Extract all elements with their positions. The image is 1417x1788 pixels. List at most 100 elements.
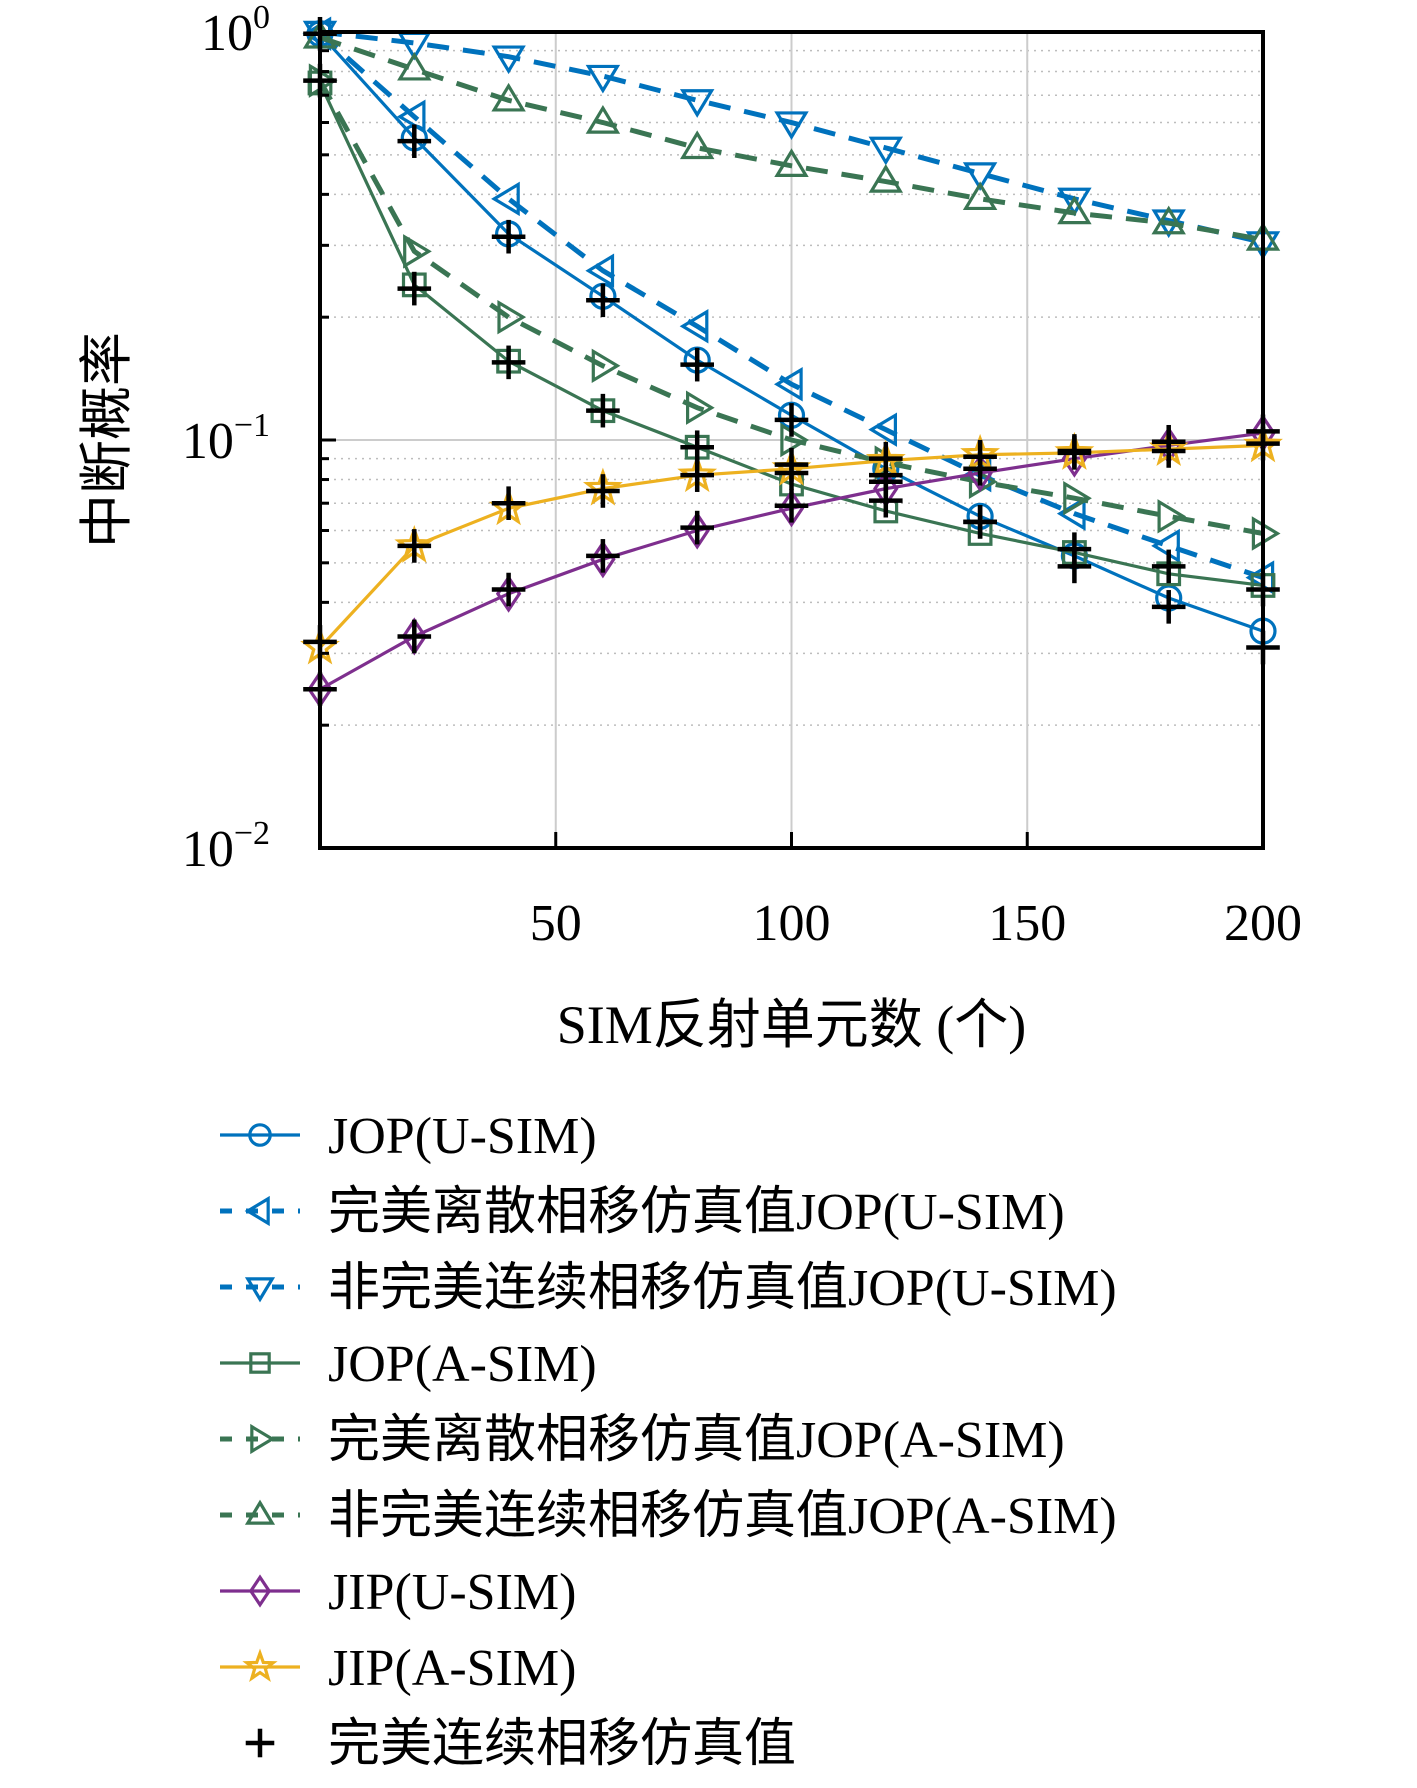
series-line bbox=[319, 29, 1264, 245]
y-axis-label: 中断概率 bbox=[77, 332, 137, 548]
data-point bbox=[396, 99, 426, 134]
x-tick-label: 100 bbox=[753, 895, 831, 952]
legend-label: JOP(A-SIM) bbox=[328, 1336, 597, 1393]
legend-item: JIP(U-SIM) bbox=[220, 1564, 576, 1621]
data-point bbox=[968, 464, 998, 499]
data-point-perfect-continuous bbox=[586, 474, 620, 508]
grid bbox=[320, 32, 1263, 848]
y-tick-label: 10−1 bbox=[182, 407, 270, 470]
legend-marker-diamond-icon bbox=[248, 1574, 272, 1608]
legend-item: JOP(A-SIM) bbox=[220, 1336, 597, 1393]
legend-marker-triangle-up-icon bbox=[244, 1499, 276, 1525]
legend: JOP(U-SIM) 完美离散相移仿真值JOP(U-SIM) 非完美连续相移仿真值J… bbox=[220, 1108, 1117, 1773]
data-point bbox=[585, 253, 615, 288]
data-point bbox=[1057, 187, 1092, 217]
legend-label: 完美离散相移仿真值JOP(A-SIM) bbox=[328, 1412, 1065, 1469]
data-point bbox=[1063, 480, 1092, 516]
data-point bbox=[679, 309, 709, 344]
data-point bbox=[403, 234, 432, 269]
data-point-perfect-continuous bbox=[397, 619, 432, 654]
data-point bbox=[685, 390, 715, 425]
legend-label: 完美连续相移仿真值 bbox=[328, 1716, 796, 1773]
legend-marker-triangle-right-icon bbox=[250, 1423, 276, 1455]
data-point bbox=[397, 51, 432, 81]
data-point bbox=[679, 89, 715, 118]
data-point bbox=[1251, 516, 1281, 551]
data-point-perfect-continuous bbox=[586, 393, 620, 428]
data-point-perfect-continuous bbox=[963, 439, 997, 474]
legend-label: 完美离散相移仿真值JOP(U-SIM) bbox=[328, 1184, 1065, 1241]
data-point bbox=[962, 181, 998, 211]
legend-label: JIP(A-SIM) bbox=[328, 1640, 576, 1697]
legend-item: 非完美连续相移仿真值JOP(U-SIM) bbox=[220, 1260, 1117, 1317]
data-point-perfect-continuous bbox=[774, 403, 809, 437]
data-point-perfect-continuous bbox=[491, 572, 526, 607]
data-point-perfect-continuous bbox=[397, 124, 432, 158]
data-point-perfect-continuous bbox=[397, 271, 432, 306]
legend-label: JOP(U-SIM) bbox=[328, 1108, 597, 1165]
data-point-perfect-continuous bbox=[1057, 434, 1092, 468]
legend-label: JIP(U-SIM) bbox=[328, 1564, 576, 1621]
data-point bbox=[497, 299, 527, 335]
data-point-perfect-continuous bbox=[491, 486, 526, 520]
data-point-perfect-continuous bbox=[586, 539, 620, 573]
legend-item: 完美连续相移仿真值 bbox=[245, 1716, 796, 1773]
data-point bbox=[780, 422, 810, 458]
series-line bbox=[318, 31, 1264, 580]
data-point bbox=[491, 45, 526, 75]
data-point bbox=[491, 181, 520, 217]
data-point bbox=[868, 412, 898, 447]
x-axis-label: SIM反射单元数 (个) bbox=[557, 995, 1027, 1055]
data-point bbox=[491, 82, 526, 112]
data-point bbox=[774, 148, 809, 177]
x-tick-label: 150 bbox=[988, 895, 1066, 952]
data-point-perfect-continuous bbox=[491, 345, 526, 380]
data-point bbox=[684, 511, 710, 550]
data-point bbox=[868, 164, 904, 193]
legend-label: 非完美连续相移仿真值JOP(A-SIM) bbox=[328, 1488, 1117, 1545]
data-point bbox=[778, 489, 805, 528]
data-point-perfect-continuous bbox=[680, 347, 714, 382]
data-point bbox=[1057, 195, 1092, 225]
data-point-perfect-continuous bbox=[1151, 590, 1186, 624]
data-point-perfect-continuous bbox=[774, 488, 809, 523]
ticks: 10−2 10−1 100 50 100 150 200 bbox=[182, 0, 1302, 952]
legend-item: JIP(A-SIM) bbox=[220, 1640, 576, 1697]
legend-item: 非完美连续相移仿真值JOP(A-SIM) bbox=[220, 1488, 1117, 1545]
data-point-perfect-continuous bbox=[869, 441, 903, 476]
legend-marker-square-icon bbox=[249, 1352, 271, 1374]
y-tick-label: 100 bbox=[201, 0, 270, 62]
data-point bbox=[1151, 205, 1186, 235]
legend-label: 非完美连续相移仿真值JOP(U-SIM) bbox=[328, 1260, 1117, 1317]
data-point-perfect-continuous bbox=[1151, 549, 1186, 584]
legend-marker-triangle-down-icon bbox=[244, 1277, 276, 1303]
legend-item: JOP(U-SIM) bbox=[220, 1108, 597, 1165]
data-point bbox=[585, 64, 621, 94]
data-point bbox=[962, 162, 998, 191]
legend-item: 完美离散相移仿真值JOP(A-SIM) bbox=[220, 1412, 1065, 1469]
data-point-perfect-continuous bbox=[1057, 532, 1092, 566]
data-point-perfect-continuous bbox=[774, 447, 809, 482]
data-point-perfect-continuous bbox=[680, 458, 714, 492]
data-point bbox=[591, 348, 621, 384]
data-point bbox=[1157, 499, 1187, 534]
series-line bbox=[319, 35, 1264, 242]
data-point-perfect-continuous bbox=[586, 283, 620, 318]
data-point-perfect-continuous bbox=[397, 529, 432, 563]
data-point-perfect-continuous bbox=[963, 505, 997, 539]
data-point-perfect-continuous bbox=[680, 510, 714, 545]
legend-marker-plus-icon bbox=[245, 1728, 275, 1758]
data-point-perfect-continuous bbox=[491, 219, 526, 254]
data-point bbox=[585, 105, 621, 134]
x-tick-label: 200 bbox=[1224, 895, 1302, 952]
legend-item: 完美离散相移仿真值JOP(U-SIM) bbox=[220, 1184, 1065, 1241]
data-point bbox=[774, 111, 809, 141]
series-line bbox=[317, 79, 1264, 536]
data-point bbox=[868, 136, 904, 166]
x-tick-label: 50 bbox=[530, 895, 582, 952]
legend-marker-star-icon bbox=[242, 1648, 278, 1682]
y-tick-label: 10−2 bbox=[182, 815, 270, 878]
data-point bbox=[1151, 528, 1180, 564]
legend-marker-circle-icon bbox=[248, 1123, 272, 1147]
